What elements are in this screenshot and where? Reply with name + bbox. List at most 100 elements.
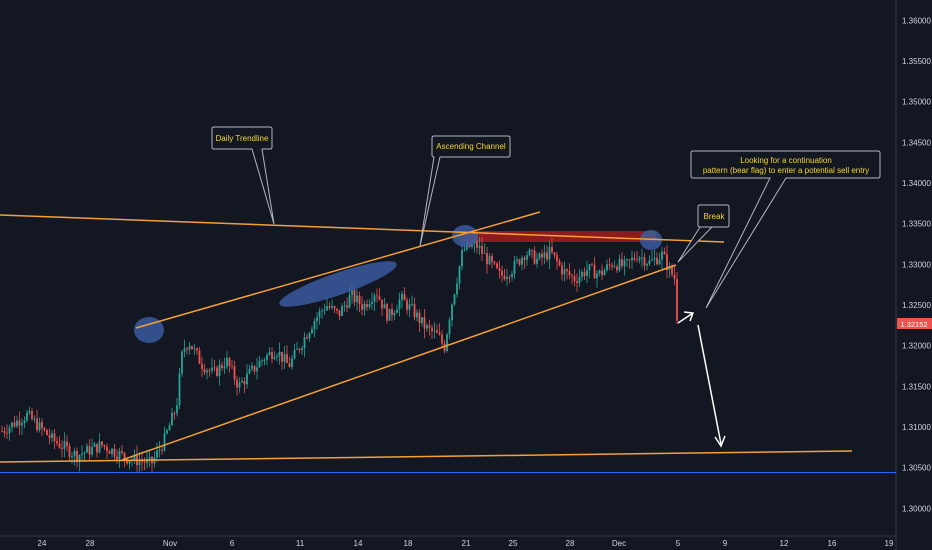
candle-body: [498, 268, 501, 271]
bear-flag-note-callout: Looking for a continuation pattern (bear…: [690, 150, 881, 309]
candle-body: [548, 247, 551, 260]
candle-body: [581, 272, 583, 277]
candle-body: [488, 255, 491, 265]
time-tick-label: Nov: [163, 539, 177, 548]
candle-body: [231, 365, 233, 367]
price-tick-label: 1.32000: [902, 342, 931, 351]
daily-trendline-label: Daily Trendline: [216, 134, 269, 143]
candle-body: [101, 441, 103, 446]
price-tick-label: 1.36000: [902, 16, 931, 25]
candle-body: [261, 360, 263, 362]
candle-body: [121, 451, 123, 453]
candle-body: [103, 445, 106, 447]
candle-body: [426, 325, 428, 329]
candle-body: [673, 274, 676, 280]
candle-body: [21, 422, 23, 426]
drop-arrow-head: [714, 435, 726, 448]
candle-body: [653, 258, 656, 260]
candle-body: [286, 354, 288, 364]
projection-arrows: [677, 311, 726, 448]
candle-body: [608, 264, 611, 266]
candle-body: [46, 430, 48, 436]
candle-body: [643, 257, 646, 266]
candle-body: [528, 249, 531, 256]
candle-body: [598, 270, 601, 274]
candle-body: [458, 266, 461, 284]
candle-body: [171, 412, 173, 426]
candle-body: [353, 290, 356, 303]
candle-body: [71, 456, 73, 457]
candle-body: [671, 265, 673, 275]
price-tick-label: 1.34000: [902, 179, 931, 188]
candle-body: [193, 348, 196, 350]
candle-body: [243, 381, 246, 385]
candle-body: [521, 257, 523, 265]
candle-body: [11, 422, 13, 428]
candle-body: [288, 363, 291, 367]
candle-body: [603, 270, 606, 276]
candle-body: [323, 310, 326, 311]
ascending-channel-upper: [135, 211, 541, 329]
candle-body: [211, 367, 213, 371]
candle-body: [298, 348, 301, 351]
candle-body: [398, 299, 401, 310]
candle-body: [518, 259, 521, 265]
candle-body: [268, 351, 271, 355]
daily-trendline-callout: Daily Trendline: [211, 126, 275, 225]
candle-body: [451, 304, 453, 321]
candle-body: [391, 308, 393, 316]
ascending-channel-callout: Ascending Channel: [419, 135, 511, 247]
price-axis: 1.36000 1.35500 1.35000 1.34500 1.34000 1.335…: [902, 16, 931, 513]
candle-body: [328, 306, 331, 308]
candle-body: [413, 304, 416, 318]
candle-body: [38, 422, 41, 431]
candle-body: [376, 295, 378, 297]
candle-body: [516, 259, 518, 262]
time-tick-label: 9: [723, 539, 728, 548]
candle-body: [33, 418, 36, 420]
candle-body: [283, 354, 286, 362]
candle-body: [636, 259, 638, 261]
candle-body: [81, 453, 83, 456]
candle-body: [56, 440, 58, 444]
candle-body: [621, 258, 623, 267]
swing-high-highlight-1: [134, 317, 164, 343]
candle-body: [53, 433, 56, 441]
candle-body: [378, 296, 381, 300]
candle-body: [176, 405, 178, 414]
candle-body: [93, 443, 96, 447]
candle-body: [196, 348, 198, 351]
candle-body: [368, 303, 371, 308]
candle-body: [313, 321, 316, 330]
candle-body: [118, 451, 121, 460]
candle-body: [68, 445, 71, 457]
candle-body: [513, 261, 516, 274]
candle-body: [463, 249, 466, 251]
time-tick-label: 6: [230, 539, 235, 548]
candle-body: [446, 334, 448, 352]
candle-body: [648, 260, 651, 265]
time-axis: 24 28 Nov 6 11 14 18 21 25 28 Dec 5 9 12 16 19: [38, 539, 894, 548]
candle-body: [543, 252, 546, 258]
candle-body: [658, 259, 661, 265]
candle-body: [66, 441, 68, 446]
candle-body: [73, 450, 76, 457]
candle-body: [663, 251, 666, 255]
candle-body: [551, 247, 553, 253]
candle-body: [641, 257, 643, 259]
candle-body: [596, 273, 598, 279]
candle-body: [236, 379, 238, 388]
price-tick-label: 1.31500: [902, 382, 931, 391]
candle-body: [111, 448, 113, 454]
candle-body: [461, 250, 463, 267]
candle-body: [656, 258, 658, 265]
candle-body: [206, 370, 208, 373]
candle-body: [326, 306, 328, 311]
price-tick-label: 1.30500: [902, 464, 931, 473]
support-trendline: [0, 450, 853, 463]
candle-body: [601, 270, 603, 276]
candle-body: [23, 420, 26, 423]
break-callout: Break: [677, 204, 730, 263]
